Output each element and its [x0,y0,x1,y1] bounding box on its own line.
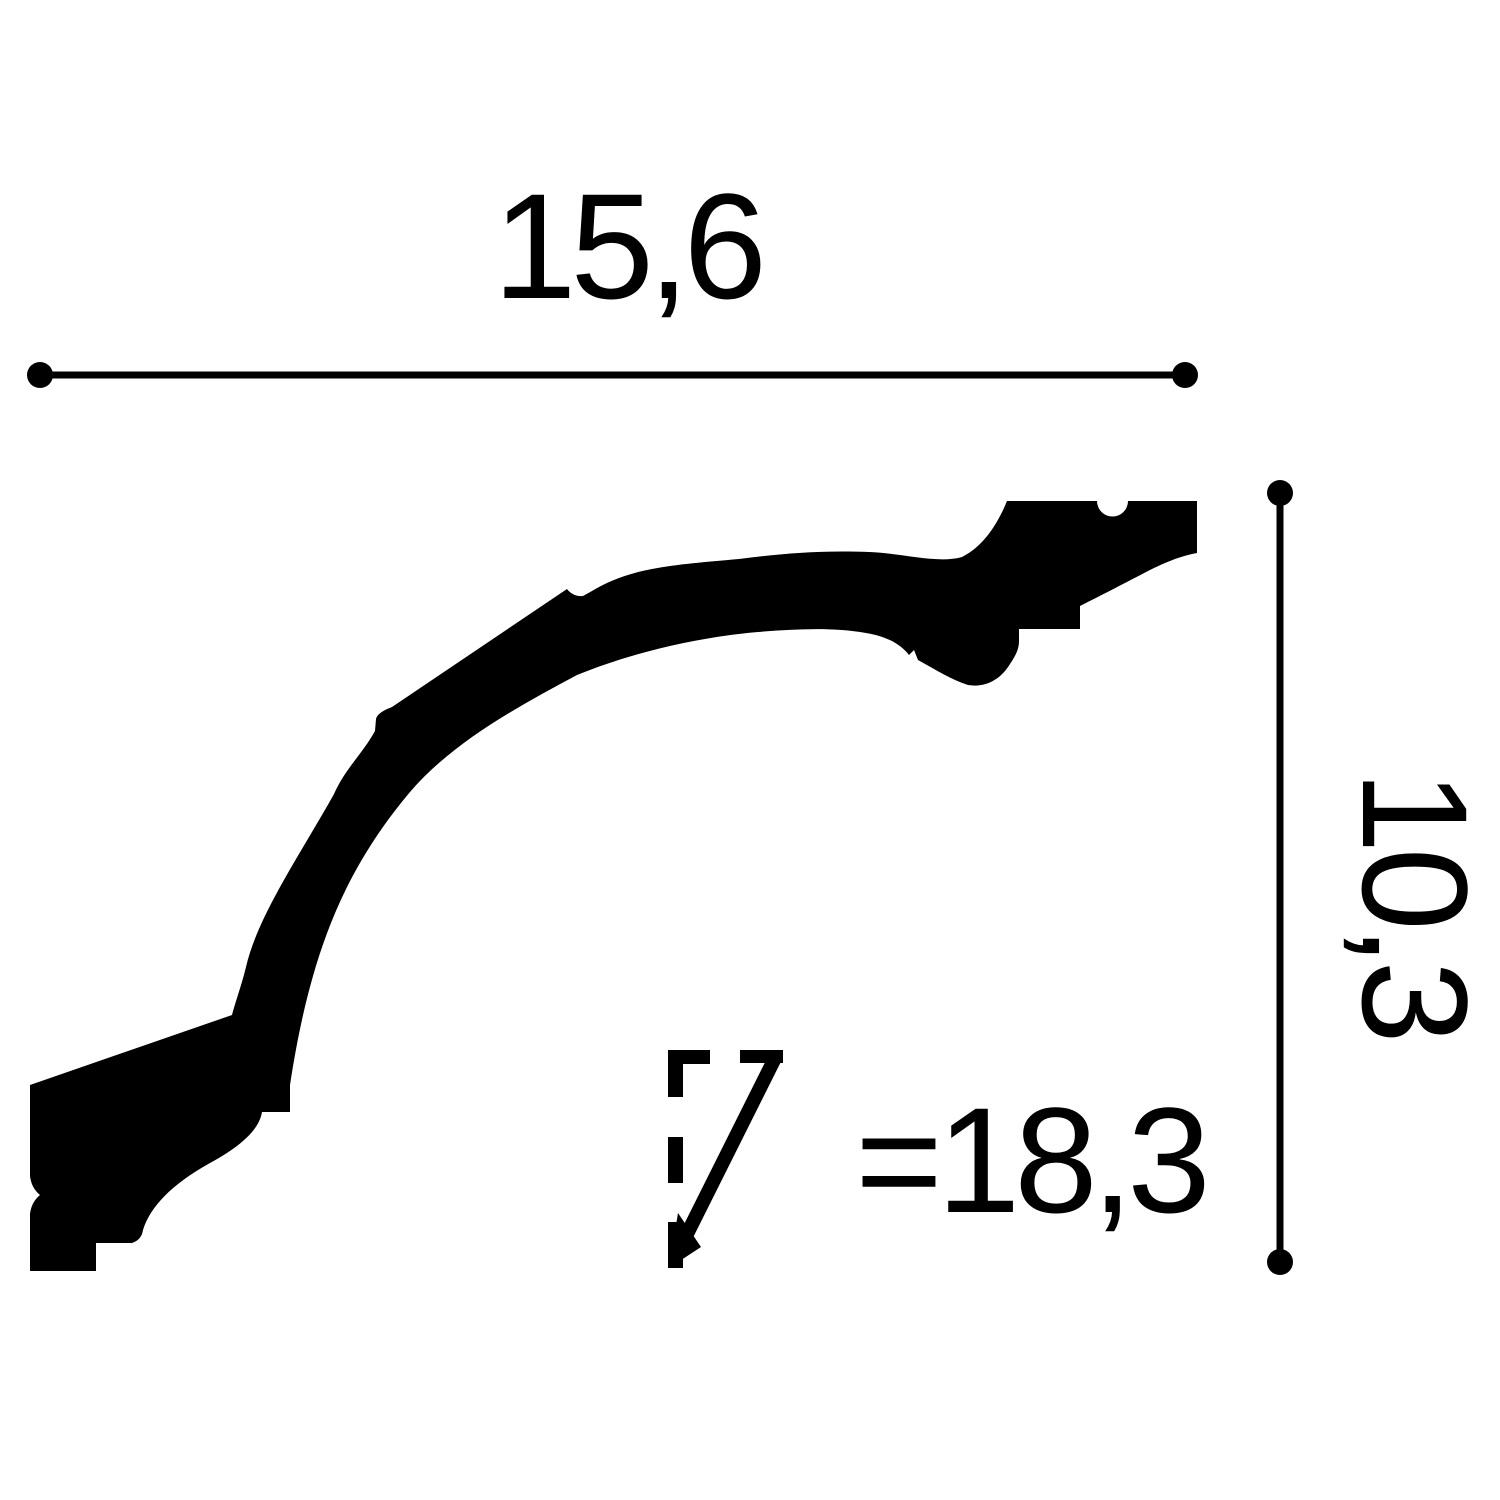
slope-symbol-dash-1 [668,1050,683,1097]
slope-arrow-icon [668,1050,783,1268]
width-dimension-endpoint-right [1172,362,1198,388]
slope-symbol-dash-2 [668,1137,683,1183]
moulding-profile-silhouette [30,501,1197,1271]
height-dimension-label: 10,3 [1331,770,1499,1038]
width-dimension: 15,6 [27,162,1198,388]
height-dimension-endpoint-bottom [1267,1249,1293,1275]
slope-symbol-diagonal-line [677,1052,783,1244]
diagonal-dimension: =18,3 [668,1050,1211,1268]
slope-symbol-arrowhead [669,1213,701,1268]
height-dimension-endpoint-top [1267,480,1293,506]
diagonal-dimension-label: =18,3 [855,1076,1205,1244]
height-dimension: 10,3 [1267,480,1499,1275]
width-dimension-label: 15,6 [493,162,761,330]
width-dimension-endpoint-left [27,362,53,388]
